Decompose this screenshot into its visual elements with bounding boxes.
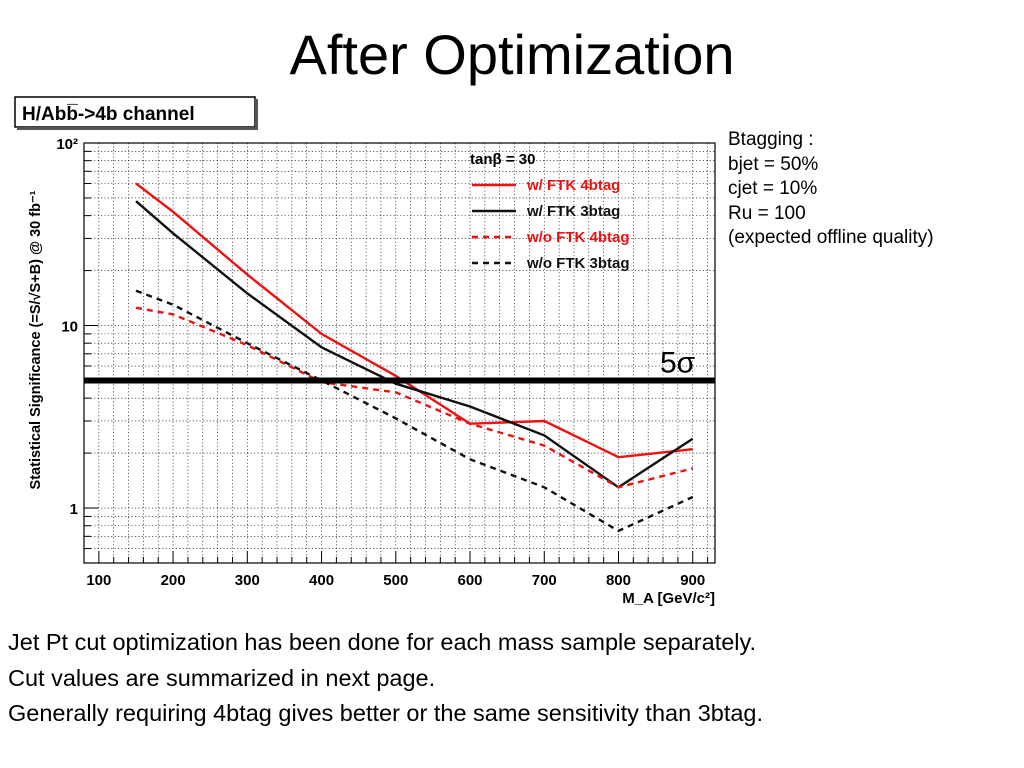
btagging-note: Btagging : bjet = 50% cjet = 10% Ru = 10…	[728, 128, 934, 251]
chart-title-shadow	[17, 127, 257, 130]
legend-items: w/ FTK 4btag w/ FTK 3btag w/o FTK 4btag w/o…	[472, 177, 630, 272]
series-line	[135, 182, 693, 459]
footer-text: Jet Pt cut optimization has been done fo…	[8, 625, 763, 732]
x-tick-label: 600	[458, 572, 483, 589]
plot-area	[83, 142, 716, 564]
btagging-note-line: bjet = 50%	[728, 153, 819, 175]
series-line	[135, 200, 694, 489]
y-tick-label: 10	[61, 319, 78, 336]
footer-line: Jet Pt cut optimization has been done fo…	[8, 629, 757, 655]
x-tick-label: 500	[383, 572, 408, 589]
x-tick-label: 900	[680, 572, 705, 589]
btagging-note-line: cjet = 10%	[728, 178, 818, 199]
tick-layer: 100 200 300 400 500 600 700 800 900 10² 10 1	[56, 136, 709, 589]
chart-svg: H/Abb̅->4b channel 100 200 300 400 500 600 700…	[14, 96, 716, 607]
legend-header: tanβ = 30	[470, 151, 535, 168]
btagging-note-line: Btagging :	[728, 129, 814, 150]
chart-title: H/Abb̅->4b channel	[22, 104, 195, 125]
legend-label: w/ FTK 4btag	[526, 177, 620, 194]
y-tick-label: 1	[70, 501, 78, 518]
y-tick-label: 10²	[56, 136, 78, 153]
footer-line: Generally requiring 4btag gives better o…	[8, 700, 764, 726]
legend-label: w/o FTK 4btag	[526, 229, 630, 246]
legend-label: w/ FTK 3btag	[526, 203, 620, 220]
footer-line: Cut values are summarized in next page.	[8, 664, 436, 691]
chart-title-shadow-side	[255, 99, 258, 130]
legend-label: w/o FTK 3btag	[526, 255, 630, 272]
x-tick-label: 800	[606, 572, 631, 589]
legend: tanβ = 30 w/ FTK 4btag w/ FTK 3btag w/o FT…	[470, 151, 630, 272]
series-layer	[135, 182, 694, 533]
x-tick-label: 100	[86, 572, 111, 589]
y-axis-label: Statistical Significance (=S/√S+B) @ 30 …	[28, 190, 44, 489]
x-axis-label: M_A [GeV/c²]	[622, 590, 715, 607]
slide-title: After Optimization	[289, 23, 735, 86]
chart-title-box: H/Abb̅->4b channel	[14, 96, 258, 130]
x-tick-label: 300	[235, 572, 260, 589]
btagging-note-line: Ru = 100	[728, 202, 806, 224]
series-line	[135, 289, 694, 533]
x-tick-label: 200	[161, 572, 186, 589]
x-tick-label: 700	[532, 572, 557, 589]
chart-title-frame	[14, 96, 256, 128]
five-sigma-label: 5σ	[660, 346, 696, 379]
x-tick-label: 400	[309, 572, 334, 589]
series-line	[135, 306, 693, 489]
significance-chart: H/Abb̅->4b channel 100 200 300 400 500 600 700…	[0, 90, 730, 615]
btagging-note-line: (expected offline quality)	[728, 227, 934, 248]
